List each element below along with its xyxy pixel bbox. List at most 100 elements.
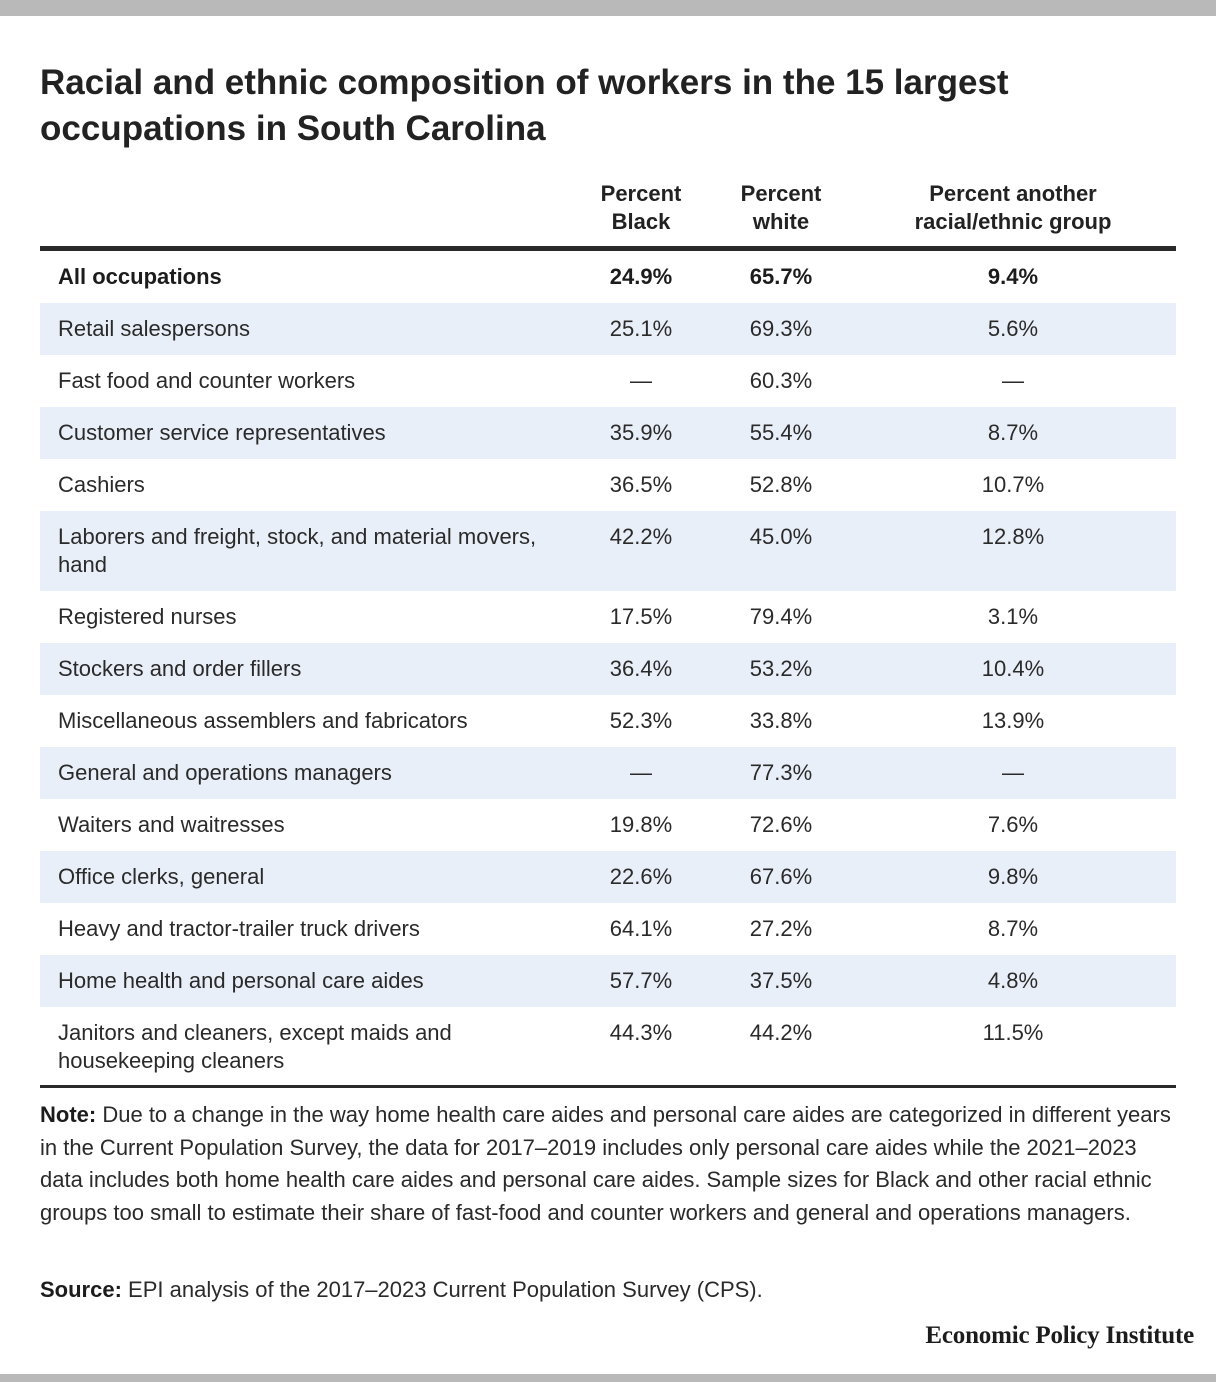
cell-other: 4.8%	[850, 955, 1176, 1007]
cell-black: 36.4%	[570, 643, 712, 695]
table-row: General and operations managers —77.3% —	[40, 747, 1176, 799]
source: Source: EPI analysis of the 2017–2023 Cu…	[40, 1274, 1180, 1306]
chart-title: Racial and ethnic composition of workers…	[40, 63, 1009, 148]
header-percent-black: Percent Black	[570, 178, 712, 251]
cell-black: 64.1%	[609, 916, 673, 941]
cell-other: 13.9%	[981, 708, 1045, 733]
cell-occupation: Registered nurses	[58, 604, 237, 629]
source-label: Source:	[40, 1277, 122, 1302]
cell-occupation: Laborers and freight, stock, and materia…	[40, 511, 570, 591]
cell-occupation: Retail salespersons	[40, 303, 570, 355]
table-row: Miscellaneous assemblers and fabricators…	[40, 695, 1176, 747]
cell-occupation: Janitors and cleaners, except maids and …	[40, 1007, 570, 1088]
cell-black: —	[570, 747, 712, 799]
cell-white: 72.6%	[749, 812, 813, 837]
header-white-line-2: white	[752, 209, 810, 234]
cell-other: —	[850, 747, 1176, 799]
table-row: Cashiers 36.5% 52.8% 10.7%	[40, 459, 1176, 511]
cell-occupation: All occupations	[58, 264, 222, 289]
header-other-line-2: racial/ethnic group	[914, 209, 1112, 234]
cell-other: 10.4%	[850, 643, 1176, 695]
cell-white: 60.3%	[749, 368, 813, 393]
cell-black: 44.3%	[570, 1007, 712, 1088]
cell-other: 8.7%	[987, 916, 1039, 941]
cell-occupation: Fast food and counter workers	[58, 368, 356, 393]
header-row: Percent Black Percent white Percent anot…	[40, 178, 1176, 251]
cell-black: 24.9%	[609, 264, 673, 289]
header-black-line-2: Black	[611, 209, 671, 234]
note-label: Note:	[40, 1102, 97, 1127]
note: Note: Due to a change in the way home he…	[40, 1099, 1180, 1229]
cell-black: 19.8%	[609, 812, 673, 837]
cell-white: 53.2%	[712, 643, 850, 695]
cell-other: 11.5%	[850, 1007, 1176, 1088]
cell-white: 69.3%	[712, 303, 850, 355]
table-row: Waiters and waitresses 19.8% 72.6% 7.6%	[40, 799, 1176, 851]
cell-white: 65.7%	[749, 264, 813, 289]
cell-occupation: Customer service representatives	[40, 407, 570, 459]
cell-other: 7.6%	[987, 812, 1039, 837]
cell-black: 36.5%	[609, 472, 673, 497]
cell-white: 52.8%	[749, 472, 813, 497]
table-row: Heavy and tractor-trailer truck drivers 6…	[40, 903, 1176, 955]
table-row: Fast food and counter workers — 60.3% —	[40, 355, 1176, 407]
header-other-line-1: Percent another	[929, 181, 1097, 206]
bottom-frame-bar	[0, 1374, 1216, 1382]
table-row: Laborers and freight, stock, and materia…	[40, 511, 1176, 591]
table-row: Stockers and order fillers 36.4% 53.2% 10.4…	[40, 643, 1176, 695]
cell-other: 10.7%	[981, 472, 1045, 497]
cell-occupation: Heavy and tractor-trailer truck drivers	[58, 916, 420, 941]
cell-black: 22.6%	[570, 851, 712, 903]
cell-other: 3.1%	[987, 604, 1039, 629]
header-percent-other: Percent another racial/ethnic group	[850, 178, 1176, 251]
cell-white: 27.2%	[749, 916, 813, 941]
cell-white: 33.8%	[749, 708, 813, 733]
table-row: Retail salespersons 25.1% 69.3% 5.6%	[40, 303, 1176, 355]
cell-other: 9.4%	[987, 264, 1039, 289]
note-text: Due to a change in the way home health c…	[40, 1102, 1171, 1225]
cell-black: 17.5%	[609, 604, 673, 629]
cell-white: 67.6%	[712, 851, 850, 903]
cell-black: 52.3%	[609, 708, 673, 733]
cell-black: 42.2%	[570, 511, 712, 591]
header-occupation	[40, 178, 570, 251]
header-black-line-1: Percent	[600, 181, 682, 206]
cell-other: 5.6%	[850, 303, 1176, 355]
cell-white: 45.0%	[712, 511, 850, 591]
cell-black: 35.9%	[570, 407, 712, 459]
header-percent-white: Percent white	[712, 178, 850, 251]
table-row: All occupations 24.9% 65.7% 9.4%	[40, 249, 1176, 304]
table-row: Home health and personal care aides 57.7%…	[40, 955, 1176, 1007]
table-row: Janitors and cleaners, except maids and …	[40, 1007, 1176, 1088]
cell-occupation: Waiters and waitresses	[58, 812, 285, 837]
header-white-line-1: Percent	[740, 181, 822, 206]
table-row: Registered nurses 17.5% 79.4% 3.1%	[40, 591, 1176, 643]
cell-black: 57.7%	[570, 955, 712, 1007]
cell-occupation: Office clerks, general	[40, 851, 570, 903]
cell-occupation: Stockers and order fillers	[40, 643, 570, 695]
cell-occupation: Miscellaneous assemblers and fabricators	[58, 708, 468, 733]
cell-white: 44.2%	[712, 1007, 850, 1088]
cell-white: 37.5%	[712, 955, 850, 1007]
table-row: Office clerks, general 22.6% 67.6% 9.8%	[40, 851, 1176, 903]
brand-logo: Economic Policy Institute	[925, 1322, 1194, 1349]
data-table: Percent Black Percent white Percent anot…	[40, 178, 1176, 1088]
cell-white: 77.3%	[712, 747, 850, 799]
cell-occupation: Home health and personal care aides	[40, 955, 570, 1007]
table-header: Percent Black Percent white Percent anot…	[40, 178, 1176, 251]
table-body: All occupations 24.9% 65.7% 9.4% Retail sale…	[40, 249, 1176, 1088]
cell-black: —	[630, 368, 652, 393]
cell-other: 12.8%	[850, 511, 1176, 591]
cell-other: —	[1002, 368, 1024, 393]
source-text: EPI analysis of the 2017–2023 Current Po…	[128, 1277, 763, 1302]
cell-occupation: Cashiers	[58, 472, 145, 497]
cell-white: 55.4%	[712, 407, 850, 459]
table-row: Customer service representatives 35.9% 55.…	[40, 407, 1176, 459]
top-frame-bar	[0, 0, 1216, 16]
cell-occupation: General and operations managers	[40, 747, 570, 799]
cell-black: 25.1%	[570, 303, 712, 355]
data-table-container: Percent Black Percent white Percent anot…	[40, 178, 1176, 1088]
cell-other: 8.7%	[850, 407, 1176, 459]
cell-other: 9.8%	[850, 851, 1176, 903]
cell-white: 79.4%	[749, 604, 813, 629]
